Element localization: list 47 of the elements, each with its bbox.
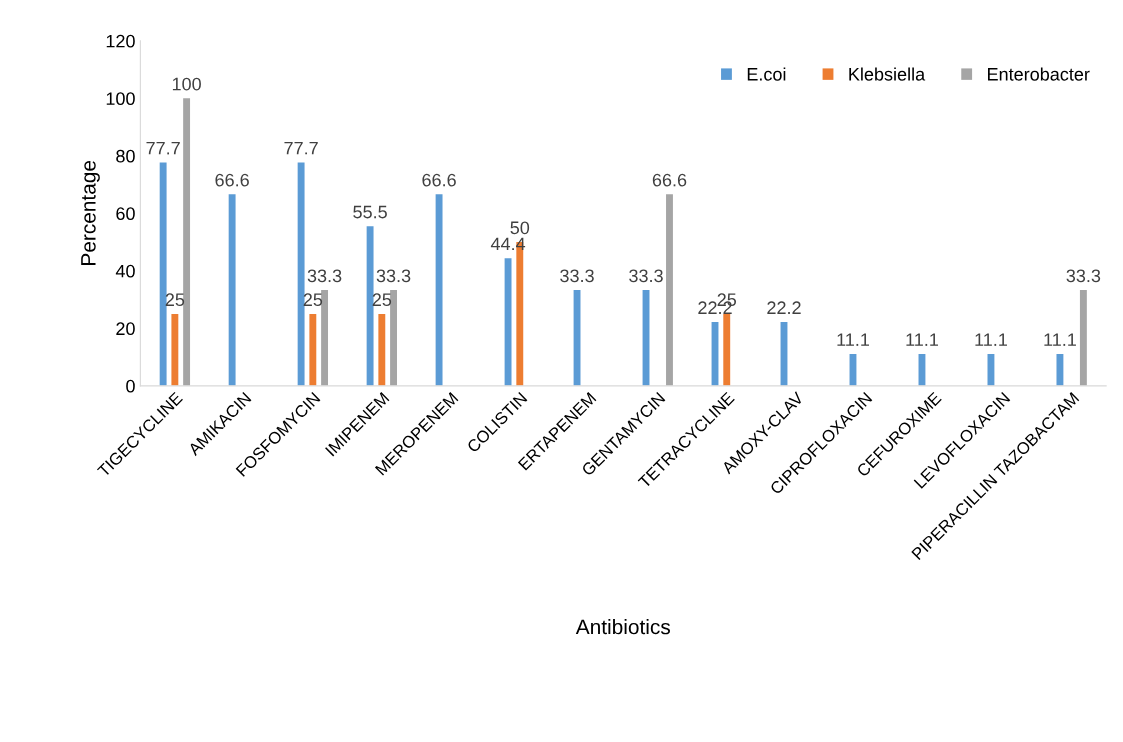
y-tick-label: 40 [115,264,135,278]
bar [171,313,179,386]
data-label: 11.1 [1044,333,1076,346]
data-label: 22.2 [767,301,801,314]
bar [159,162,167,386]
legend-label: Enterobacter [988,67,1090,81]
bar [309,313,317,386]
y-tick-label: 20 [116,322,135,336]
data-label: 100 [172,77,201,91]
bar [321,290,329,386]
bar [183,98,191,386]
y-tick-label: 80 [116,149,135,163]
bar [390,290,397,386]
data-label: 11.1 [837,333,870,346]
bar [504,258,512,386]
data-label: 55.5 [353,205,387,219]
data-label: 66.6 [215,173,249,187]
data-label: 33.3 [307,269,342,283]
data-label: 44.4 [490,237,526,251]
y-tick-label: 60 [116,207,135,221]
data-label: 66.6 [652,173,687,187]
legend-label: E.coi [747,67,786,81]
bar [1079,290,1087,386]
data-label: 33.3 [376,269,411,283]
data-label: 33.3 [560,269,594,283]
x-axis-title: Antibiotics [575,619,670,635]
bar [1056,353,1064,386]
y-axis-title: Percentage [81,160,100,265]
data-label: 11.1 [975,333,1007,346]
bar [228,194,236,386]
data-label: 77.7 [146,141,180,155]
bar [297,162,305,386]
y-tick-label: 100 [106,92,135,106]
data-label: 33.3 [1066,269,1101,283]
data-label: 77.7 [284,141,318,155]
bar [666,194,673,386]
data-label: 66.6 [422,173,456,187]
bar [378,313,386,386]
bar [366,226,374,386]
legend-label: Klebsiella [849,67,926,81]
data-label: 50 [510,221,530,235]
bar [723,313,731,386]
y-tick-label: 0 [126,379,135,393]
data-label: 11.1 [906,333,938,346]
bar [435,194,443,386]
data-label: 33.3 [629,269,663,283]
y-tick-label: 120 [106,34,135,48]
